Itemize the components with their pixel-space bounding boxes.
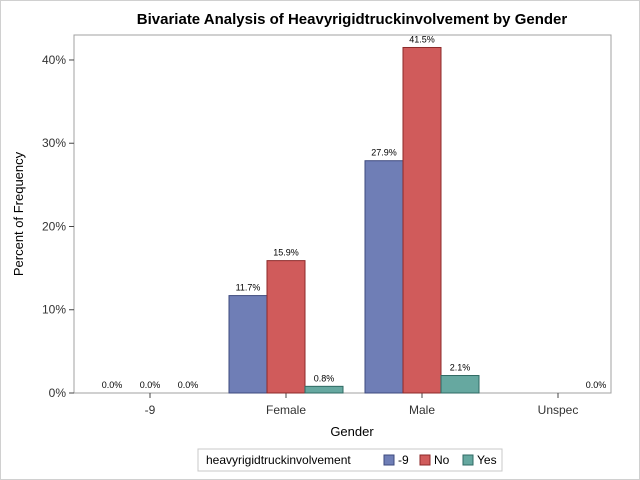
y-axis-label: Percent of Frequency <box>11 151 26 276</box>
bar-No-Male <box>402 46 442 394</box>
data-label: 0.0% <box>586 380 607 390</box>
x-tick-label: Female <box>266 403 306 417</box>
legend-swatch <box>462 454 474 466</box>
legend-title: heavyrigidtruckinvolvement <box>206 453 351 467</box>
data-label: 0.0% <box>102 380 123 390</box>
bar-9-Female <box>228 295 268 394</box>
data-label: 0.0% <box>178 380 199 390</box>
legend-entry-label: Yes <box>477 453 497 467</box>
data-label-group: 0.0% 11.7% 27.9% 0.0% 15.9% 41.5% 0.0% 0.8% 2.1%… <box>102 34 607 390</box>
y-tick-label: 30% <box>42 136 66 150</box>
data-label: 41.5% <box>409 34 435 44</box>
data-label: 0.8% <box>314 373 335 383</box>
data-label: 27.9% <box>371 148 397 158</box>
x-axis: -9 Female Male Unspec <box>145 393 579 417</box>
data-label: 2.1% <box>450 363 471 373</box>
y-tick-label: 40% <box>42 53 66 67</box>
bar-series-group <box>228 46 480 394</box>
legend: heavyrigidtruckinvolvement -9 No Yes <box>197 448 503 472</box>
data-label: 15.9% <box>273 248 299 258</box>
x-tick-label: Male <box>409 403 435 417</box>
x-tick-label: -9 <box>145 403 156 417</box>
chart-title: Bivariate Analysis of Heavyrigidtruckinv… <box>137 11 568 28</box>
data-label: 11.7% <box>236 283 261 293</box>
legend-swatch <box>419 454 431 466</box>
x-tick-label: Unspec <box>538 403 579 417</box>
x-axis-label: Gender <box>330 424 374 439</box>
legend-entry-label: No <box>434 453 450 467</box>
bar-Yes-Male <box>440 375 480 394</box>
bar-No-Female <box>266 260 306 394</box>
y-tick-label: 0% <box>49 386 67 400</box>
y-axis: 0% 10% 20% 30% 40% <box>42 53 74 400</box>
data-label: 0.0% <box>140 380 161 390</box>
bar-Yes-Female <box>304 385 344 394</box>
legend-swatch <box>383 454 395 466</box>
legend-entry-label: -9 <box>398 453 409 467</box>
y-tick-label: 20% <box>42 219 66 233</box>
bar-9-Male <box>364 160 404 394</box>
y-tick-label: 10% <box>42 303 66 317</box>
